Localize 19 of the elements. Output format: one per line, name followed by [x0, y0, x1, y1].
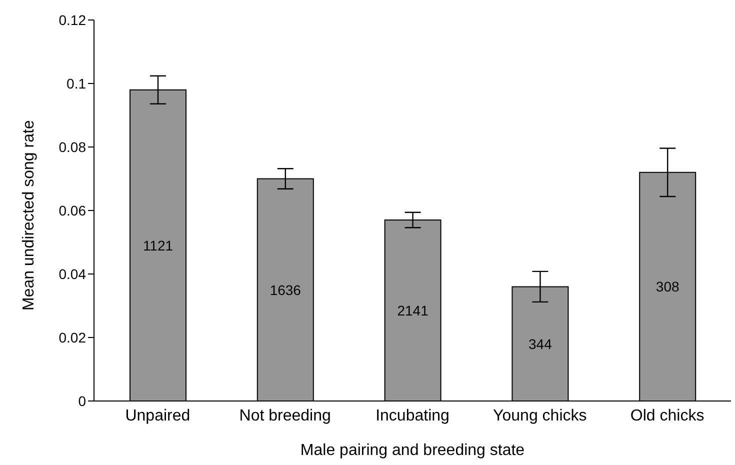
annotation: 344	[528, 336, 552, 352]
y-tick-label: 0.12	[58, 12, 86, 28]
y-tick-label: 0.04	[58, 266, 86, 282]
x-tick-label: Unpaired	[125, 407, 190, 424]
annotation: 1636	[270, 282, 302, 298]
annotation: 1121	[142, 237, 174, 254]
y-tick-label: 0	[78, 392, 86, 409]
y-tick-label: 0.08	[58, 138, 86, 155]
x-tick-label: Not breeding	[239, 407, 331, 424]
y-tick-label: 0.06	[58, 202, 86, 218]
x-axis-title: Male pairing and breeding state	[300, 442, 525, 459]
x-tick-label: Old chicks	[630, 407, 704, 424]
annotation: 308	[656, 278, 680, 295]
y-tick-label: 0.02	[58, 329, 86, 346]
x-tick-label: Young chicks	[493, 407, 587, 424]
x-tick-label: Incubating	[376, 407, 450, 424]
y-axis-title: Mean undirected song rate	[20, 120, 38, 310]
annotation: 2141	[397, 302, 429, 318]
y-tick-label: 0.1	[66, 75, 86, 92]
